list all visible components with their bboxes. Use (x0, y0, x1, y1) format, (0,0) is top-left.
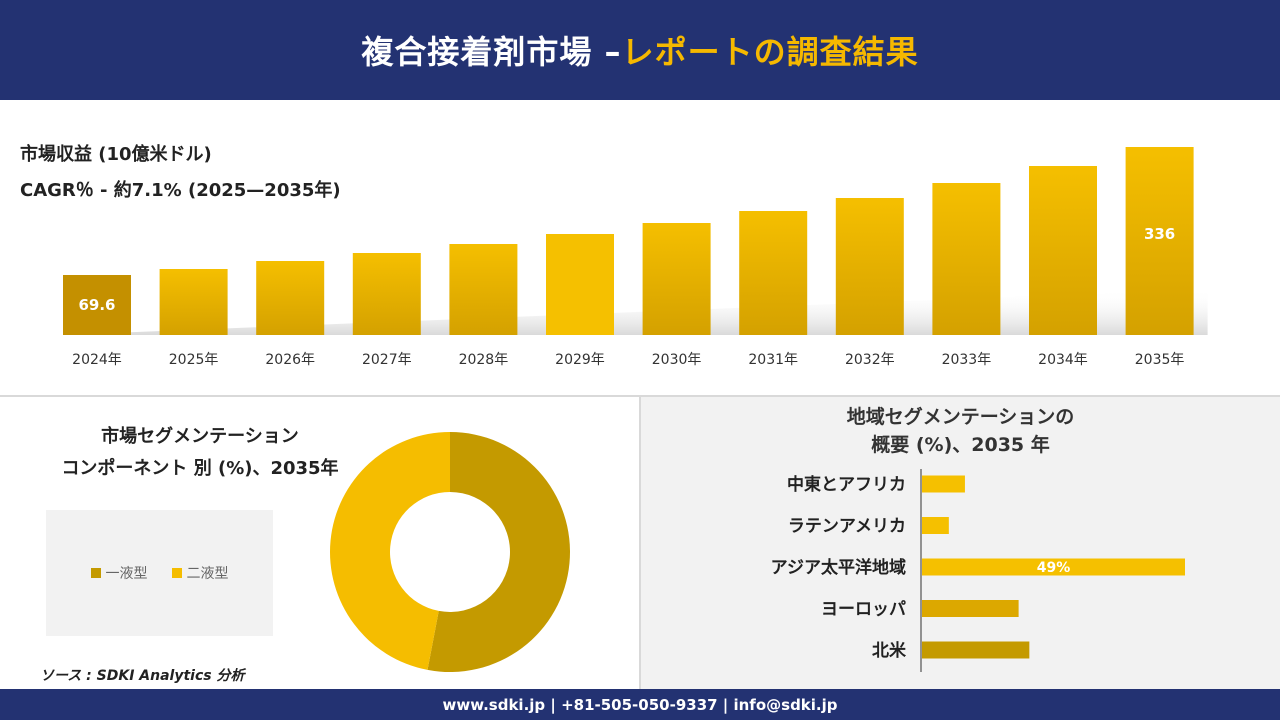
footer-contact: www.sdki.jp | +81-505-050-9337 | info@sd… (442, 695, 838, 714)
data-label: 69.6 (78, 296, 115, 314)
x-tick-label: 2028年 (459, 352, 509, 368)
region-segment-panel: 地域セグメンテーションの 概要 (%)、2035 年 中東とアフリカ ラテンアメリ… (641, 397, 1280, 689)
x-tick-label: 2025年 (169, 352, 219, 368)
bar-2035年 (1125, 147, 1194, 335)
legend-label-two-part: 二液型 (186, 566, 229, 582)
region-title: 地域セグメンテーションの 概要 (%)、2035 年 (641, 403, 1280, 459)
x-tick-label: 2034年 (1038, 352, 1088, 368)
donut-slice-1 (329, 432, 450, 670)
bar-2026年 (256, 261, 325, 335)
component-segment-panel: 市場セグメンテーション コンポーネント 別 (%)、2035年 一液型 二液型 … (0, 397, 640, 689)
horizontal-divider (0, 395, 1280, 397)
segment-title-line1: 市場セグメンテーション (101, 426, 299, 447)
x-tick-label: 2030年 (652, 352, 702, 368)
region-bar-2 (922, 558, 1185, 576)
legend-label-one-part: 一液型 (105, 566, 148, 582)
revenue-bar-chart: 2024年 69.6 2025年 2026年 2027年 2028年 2029年 2030年 2… (63, 147, 1208, 368)
region-label: ラテンアメリカ (788, 517, 906, 537)
component-donut-chart (329, 432, 570, 672)
title-accent: レポートの調査結果 (621, 33, 919, 71)
region-title-line1: 地域セグメンテーションの (846, 406, 1075, 428)
title-main: 複合接着剤市場 – (361, 33, 622, 71)
bar-2024年 (63, 275, 131, 335)
x-tick-label: 2031年 (748, 352, 798, 368)
bar-2029年 (546, 234, 614, 335)
legend-item-two-part: 二液型 (171, 563, 229, 583)
header-banner: 複合接着剤市場 –レポートの調査結果 (0, 0, 1280, 100)
bar-2034年 (1029, 166, 1097, 335)
region-label: 中東とアフリカ (787, 474, 906, 495)
legend-swatch-two-part (171, 568, 182, 578)
cagr-label: CAGR％ - 約7.1% (2025—2035年) (20, 180, 341, 201)
x-tick-label: 2032年 (845, 352, 895, 368)
x-tick-label: 2027年 (362, 352, 412, 368)
donut-legend: 一液型 二液型 (46, 510, 273, 636)
x-tick-label: 2026年 (265, 352, 315, 368)
region-bar-3 (922, 600, 1019, 617)
bar-shadow (63, 289, 1208, 335)
segment-title: 市場セグメンテーション コンポーネント 別 (%)、2035年 (0, 421, 400, 485)
revenue-label: 市場収益 (10億米ドル) (20, 144, 212, 165)
region-label: アジア太平洋地域 (771, 557, 906, 578)
bar-2033年 (932, 183, 1001, 335)
donut-slice-0 (427, 432, 570, 672)
legend-swatch-one-part (90, 568, 101, 578)
bar-2025年 (159, 269, 228, 335)
region-bar-1 (922, 517, 949, 534)
revenue-panel: 2024年 69.6 2025年 2026年 2027年 2028年 2029年 2030年 2… (0, 100, 1280, 395)
x-tick-label: 2024年 (72, 352, 122, 368)
source-note: ソース : SDKI Analytics 分析 (40, 668, 245, 684)
vertical-divider (639, 397, 641, 689)
segment-title-line2: コンポーネント 別 (%)、2035年 (61, 458, 339, 479)
data-label: 336 (1144, 225, 1175, 243)
bar-2027年 (352, 253, 421, 335)
footer-banner: www.sdki.jp | +81-505-050-9337 | info@sd… (0, 689, 1280, 720)
region-bar-4 (922, 641, 1030, 659)
region-title-line2: 概要 (%)、2035 年 (871, 434, 1050, 456)
bar-2030年 (642, 223, 711, 335)
bar-2031年 (739, 211, 808, 335)
bar-2032年 (835, 198, 904, 335)
legend-item-one-part: 一液型 (90, 563, 148, 583)
x-tick-label: 2033年 (942, 352, 992, 368)
region-data-label: 49% (1037, 560, 1071, 576)
bar-2028年 (449, 244, 518, 335)
region-label: 北米 (872, 640, 907, 661)
x-tick-label: 2029年 (555, 352, 605, 368)
x-tick-label: 2035年 (1135, 352, 1185, 368)
region-label: ヨーロッパ (821, 600, 906, 620)
page-title: 複合接着剤市場 –レポートの調査結果 (361, 27, 918, 73)
region-bar-0 (922, 475, 965, 493)
